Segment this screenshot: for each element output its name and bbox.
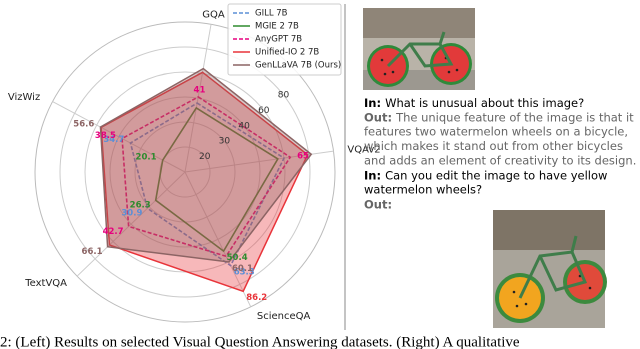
r-tick-label: 60	[258, 106, 270, 116]
axis-label: VizWiz	[8, 92, 40, 103]
dialogue-text: Can you edit the image to have yellow	[385, 168, 607, 182]
legend-label: GenLLaVA 7B (Ours)	[255, 61, 341, 71]
r-tick-label: 20	[199, 152, 211, 162]
value-label: 50.4	[227, 253, 248, 263]
axis-label: ScienceQA	[257, 311, 311, 322]
dialogue-line: and adds an element of creativity to its…	[364, 154, 636, 168]
value-label: 42.7	[103, 227, 124, 237]
legend-label: MGIE 2 7B	[255, 22, 299, 32]
dialogue-role: In:	[364, 96, 381, 110]
r-tick-label: 40	[238, 121, 250, 131]
value-label: 41	[194, 86, 206, 96]
value-label: 20.1	[136, 152, 157, 162]
bicycle-image	[363, 8, 475, 90]
dialogue-role: Out:	[364, 110, 392, 124]
value-label: 56.6	[73, 119, 94, 129]
value-label: 30.9	[121, 209, 142, 219]
series-area	[121, 95, 292, 258]
legend-label: Unified-IO 2 7B	[255, 48, 319, 58]
r-tick-label: 80	[278, 91, 290, 101]
dialogue-line: Out:	[364, 197, 392, 211]
value-label: 34.7	[103, 135, 124, 145]
edited-bicycle-image	[493, 210, 607, 328]
series-area	[154, 106, 279, 253]
dialogue-line: watermelon wheels?	[364, 183, 482, 197]
axis-label: VQAv2	[347, 145, 380, 156]
dialogue-role: Out:	[364, 197, 392, 211]
value-label: 65	[297, 152, 309, 162]
r-tick-label: 30	[219, 137, 231, 147]
spoke	[76, 171, 186, 277]
grid-ring	[84, 71, 286, 273]
grid-ring	[59, 46, 311, 298]
dialogue-line: In: What is unusual about this image?	[364, 96, 584, 110]
value-label: 38.5	[95, 131, 116, 141]
dialogue-text: The unique feature of the image is that …	[395, 110, 634, 124]
axis-label: GQA	[202, 9, 225, 20]
value-label: 26.3	[130, 201, 151, 211]
value-label: 66.1	[82, 247, 103, 257]
dialogue-role: In:	[364, 168, 381, 182]
spoke	[184, 150, 334, 173]
spoke	[184, 171, 252, 308]
value-label: 86.2	[246, 293, 267, 303]
value-label: 63.3	[234, 267, 255, 277]
series-area	[100, 71, 309, 293]
legend-label: GILL 7B	[255, 9, 288, 19]
value-label: 60.1	[232, 264, 253, 274]
spoke	[184, 24, 212, 173]
legend-label: AnyGPT 7B	[255, 35, 302, 45]
dialogue-line: which makes it stand out from other bicy…	[364, 139, 623, 153]
dialogue-text: What is unusual about this image?	[385, 96, 584, 110]
dialogue-line: In: Can you edit the image to have yellow	[364, 168, 607, 182]
caption: 2: (Left) Results on selected Visual Que…	[0, 334, 520, 349]
series-area	[129, 102, 286, 267]
dialogue-line: features two watermelon wheels on a bicy…	[364, 125, 628, 139]
legend-box	[227, 3, 342, 76]
grid-ring	[109, 96, 261, 248]
series-area	[99, 67, 313, 263]
axis-label: TextVQA	[24, 278, 67, 289]
outer-ring	[34, 21, 336, 323]
dialogue-line: Out: The unique feature of the image is t…	[364, 110, 634, 124]
